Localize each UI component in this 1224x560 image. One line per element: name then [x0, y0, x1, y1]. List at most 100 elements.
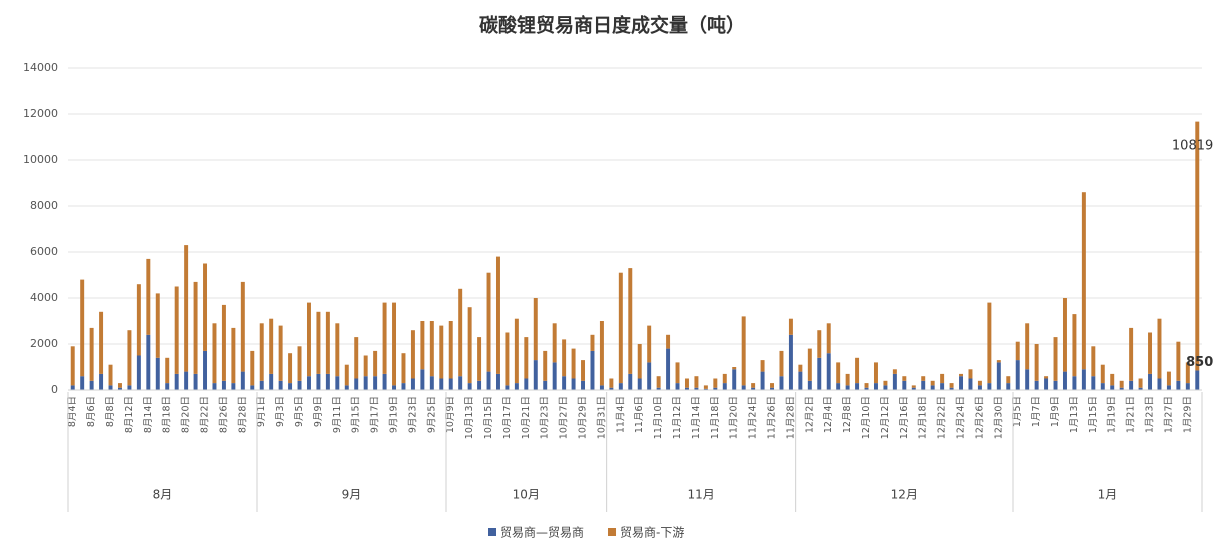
bar-segment — [977, 380, 982, 386]
bar-segment — [382, 373, 387, 390]
bar-segment — [873, 383, 878, 390]
bar-segment — [788, 318, 793, 335]
bar-segment — [1185, 362, 1190, 384]
bar-segment — [968, 369, 973, 379]
bar-segment — [1185, 383, 1190, 390]
bar-segment — [618, 272, 623, 384]
bar-segment — [987, 383, 992, 390]
x-tick-label: 8月12日 — [124, 396, 135, 433]
x-tick-label: 9月9日 — [313, 396, 324, 427]
bar-segment — [269, 318, 274, 374]
bar-segment — [363, 376, 368, 390]
x-tick-label: 11月4日 — [615, 396, 626, 433]
bar-segment — [1138, 378, 1143, 388]
bar-segment — [495, 373, 500, 390]
bar-segment — [193, 281, 198, 374]
group-label: 9月 — [342, 488, 362, 502]
x-tick-label: 12月4日 — [823, 396, 834, 433]
x-tick-label: 8月6日 — [86, 396, 97, 427]
bar-segment — [949, 387, 954, 390]
bar-segment — [212, 383, 217, 390]
x-tick-label: 10月23日 — [540, 396, 551, 439]
bar-segment — [647, 362, 652, 390]
x-tick-label: 8月14日 — [143, 396, 154, 433]
bar-segment — [675, 362, 680, 384]
x-tick-label: 12月16日 — [899, 396, 910, 439]
bar-segment — [420, 369, 425, 390]
bar-segment — [656, 387, 661, 390]
bar-segment — [656, 376, 661, 388]
x-tick-label: 12月12日 — [880, 396, 891, 439]
bar-segment — [524, 337, 529, 379]
bar-segment — [788, 334, 793, 390]
bar-segment — [694, 387, 699, 390]
bar-segment — [344, 364, 349, 386]
x-tick-label: 9月11日 — [332, 396, 343, 433]
bar-segment — [968, 378, 973, 390]
bar-segment — [722, 373, 727, 384]
x-tick-label: 1月19日 — [1107, 396, 1118, 433]
bar-segment — [297, 380, 302, 390]
bar-segment — [155, 357, 160, 390]
bar-segment — [231, 327, 236, 384]
bar-segment — [514, 318, 519, 384]
bar-segment — [855, 383, 860, 390]
bar-segment — [684, 378, 689, 388]
bar-segment — [1100, 383, 1105, 390]
bar-segment — [1119, 380, 1124, 388]
bar-segment — [127, 385, 132, 390]
bar-segment — [1166, 385, 1171, 390]
bar-segment — [354, 378, 359, 390]
bar-segment — [836, 383, 841, 390]
group-label: 11月 — [688, 488, 715, 502]
bar-segment — [486, 272, 491, 372]
x-tick-label: 8月26日 — [218, 396, 229, 433]
bar-segment — [89, 380, 94, 390]
bar-segment — [732, 367, 737, 370]
bar-segment — [949, 383, 954, 388]
bar-segment — [779, 350, 784, 377]
x-tick-label: 1月21日 — [1126, 396, 1137, 433]
bar-segment — [911, 387, 916, 390]
bar-segment — [382, 302, 387, 374]
bar-segment — [770, 383, 775, 388]
bar-segment — [609, 378, 614, 388]
bar-segment — [212, 323, 217, 384]
bar-segment — [977, 385, 982, 390]
bar-segment — [288, 383, 293, 390]
bar-segment — [732, 369, 737, 390]
bar-segment — [477, 337, 482, 381]
bar-segment — [174, 286, 179, 374]
bar-segment — [1053, 337, 1058, 381]
data-label: 10819 — [1172, 139, 1213, 154]
x-tick-label: 11月6日 — [634, 396, 645, 433]
bar-segment — [807, 348, 812, 381]
bar-segment — [363, 355, 368, 377]
bar-segment — [99, 373, 104, 390]
bar-segment — [855, 357, 860, 384]
x-tick-label: 10月21日 — [521, 396, 532, 439]
bar-segment — [231, 383, 236, 390]
bar-segment — [193, 373, 198, 390]
x-tick-label: 9月25日 — [426, 396, 437, 433]
x-tick-label: 12月10日 — [861, 396, 872, 439]
x-tick-label: 9月19日 — [389, 396, 400, 433]
bar-segment — [373, 376, 378, 390]
bar-segment — [609, 387, 614, 390]
bar-segment — [571, 378, 576, 390]
bar-segment — [458, 376, 463, 390]
bar-segment — [845, 373, 850, 386]
x-tick-label: 1月23日 — [1145, 396, 1156, 433]
bar-segment — [940, 373, 945, 384]
bar-segment — [1062, 371, 1067, 390]
bar-segment — [1034, 380, 1039, 390]
bar-segment — [959, 376, 964, 390]
bar-segment — [1006, 383, 1011, 390]
bar-segment — [892, 369, 897, 374]
bar-segment — [930, 380, 935, 386]
bar-segment — [694, 376, 699, 388]
bar-segment — [1110, 385, 1115, 390]
bar-segment — [628, 268, 633, 374]
x-tick-label: 12月22日 — [937, 396, 948, 439]
